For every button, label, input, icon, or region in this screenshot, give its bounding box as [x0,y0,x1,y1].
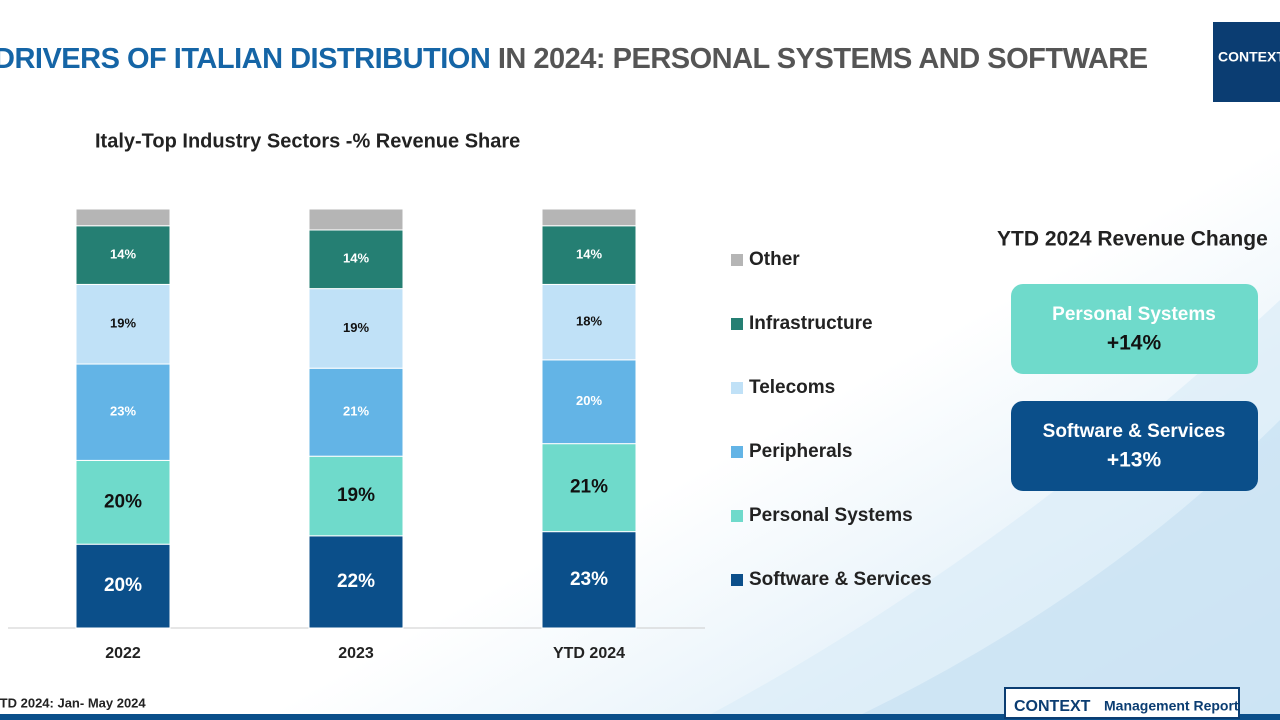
value-label: 14% [343,251,369,266]
panel-title: YTD 2024 Revenue Change [997,228,1268,251]
bar-segment [308,288,404,369]
change-box [1011,401,1258,491]
bar-segment [308,208,404,231]
bottom-bar [0,714,1280,720]
change-label: Software & Services [1043,421,1226,442]
bar-segment [541,283,637,361]
legend-swatch [731,382,743,394]
value-label: 18% [576,314,602,329]
chart-title: Italy-Top Industry Sectors -% Revenue Sh… [95,130,520,152]
bar-segment [75,543,171,629]
legend-label: Peripherals [749,441,853,462]
legend-label: Telecoms [749,377,835,398]
slide-title: DRIVERS OF ITALIAN DISTRIBUTION IN 2024:… [0,43,1148,75]
value-label: 20% [576,393,602,408]
legend-label: Software & Services [749,569,932,590]
value-label: 19% [343,320,369,335]
x-tick-label: 2022 [105,645,141,662]
bar-segment [75,283,171,365]
brand: CONTEXT [1014,698,1091,715]
legend-swatch [731,446,743,458]
change-label: Personal Systems [1052,304,1216,325]
legend-swatch [731,254,743,266]
value-label: 14% [110,247,136,262]
x-tick-label: YTD 2024 [553,645,625,662]
bar-segment [541,443,637,533]
legend-swatch [731,510,743,522]
value-label: 21% [343,404,369,419]
value-label: 19% [337,485,375,506]
value-label: 23% [570,569,608,590]
legend-swatch [731,574,743,586]
swoosh [850,420,1280,720]
bar-segment [75,363,171,461]
brand-box [1004,687,1240,719]
legend-label: Infrastructure [749,313,873,334]
bar-segment [541,531,637,629]
value-label: 14% [576,247,602,262]
legend-label: Other [749,249,800,270]
value-label: 20% [104,491,142,512]
legend-swatch [731,318,743,330]
change-value: +14% [1107,332,1162,355]
value-label: 21% [570,477,608,498]
legend-label: Personal Systems [749,505,913,526]
change-box [1011,284,1258,374]
change-value: +13% [1107,449,1162,472]
bar-segment [75,459,171,545]
value-label: 22% [337,571,375,592]
value-label: 23% [110,404,136,419]
report-name: Management Report [1104,698,1239,714]
x-tick-label: 2023 [338,645,374,662]
value-label: 20% [104,575,142,596]
bar-segment [75,208,171,227]
bar-segment [308,229,404,290]
logo-text: CONTEXT [1218,49,1280,65]
footnote: YTD 2024: Jan- May 2024 [0,695,146,710]
bar-segment [308,455,404,537]
bar-segment [308,367,404,457]
value-label: 19% [110,316,136,331]
bar-segment [541,208,637,227]
logo-box [1213,22,1280,102]
